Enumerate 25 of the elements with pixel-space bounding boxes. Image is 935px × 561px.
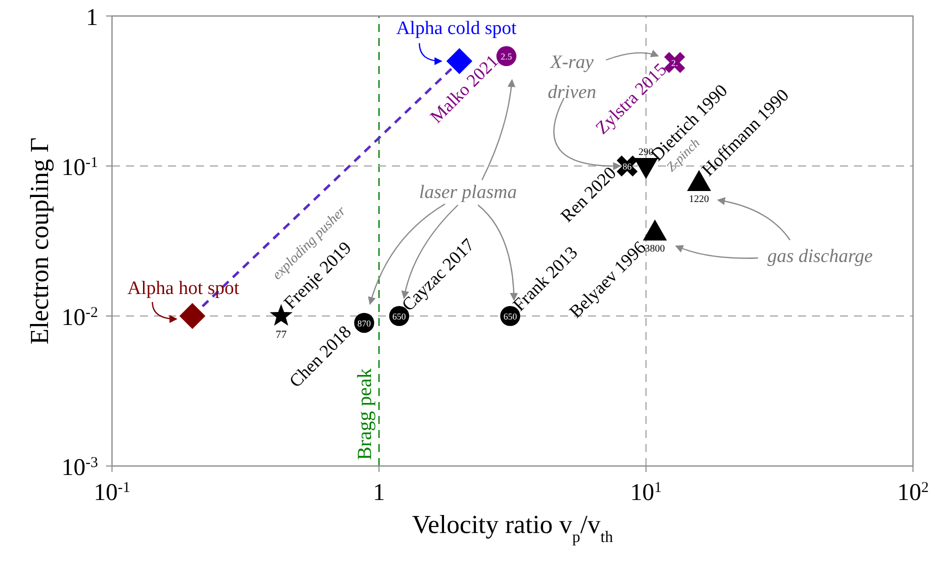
annotation: 870 <box>357 318 372 328</box>
x-axis-title: Velocity ratio v$_{p}$/v$_{th}$ <box>412 510 613 546</box>
y-axis-title: Electron coupling Γ <box>25 137 54 345</box>
series-label: Alpha cold spot <box>396 18 518 40</box>
annotation: 77 <box>276 329 288 341</box>
ref-line-label: Bragg peak <box>354 368 376 460</box>
y-tick-label: 1 <box>86 5 98 31</box>
annotation: 2. <box>671 58 678 68</box>
annotation: 650 <box>503 312 518 322</box>
annotation: 1220 <box>689 194 710 206</box>
annotation: 86 <box>622 162 632 172</box>
annotation: gas discharge <box>767 246 873 267</box>
series-label: Alpha hot spot <box>127 278 240 299</box>
annotation: laser plasma <box>419 182 517 203</box>
annotation: 650 <box>392 312 406 322</box>
annotation: 2.5 <box>500 52 513 62</box>
annotation: 3800 <box>644 244 665 255</box>
x-tick-label: 10$^{-1}$ <box>94 480 130 506</box>
annotation: X-ray driven <box>548 52 596 103</box>
x-tick-label: 10$^{2}$ <box>897 480 929 506</box>
x-tick-label: 1 <box>373 480 385 506</box>
y-tick-label: 10$^{-3}$ <box>62 455 98 481</box>
x-tick-label: 10$^{1}$ <box>630 480 662 506</box>
y-tick-label: 10$^{-2}$ <box>62 305 98 331</box>
y-tick-label: 10$^{-1}$ <box>62 155 98 181</box>
